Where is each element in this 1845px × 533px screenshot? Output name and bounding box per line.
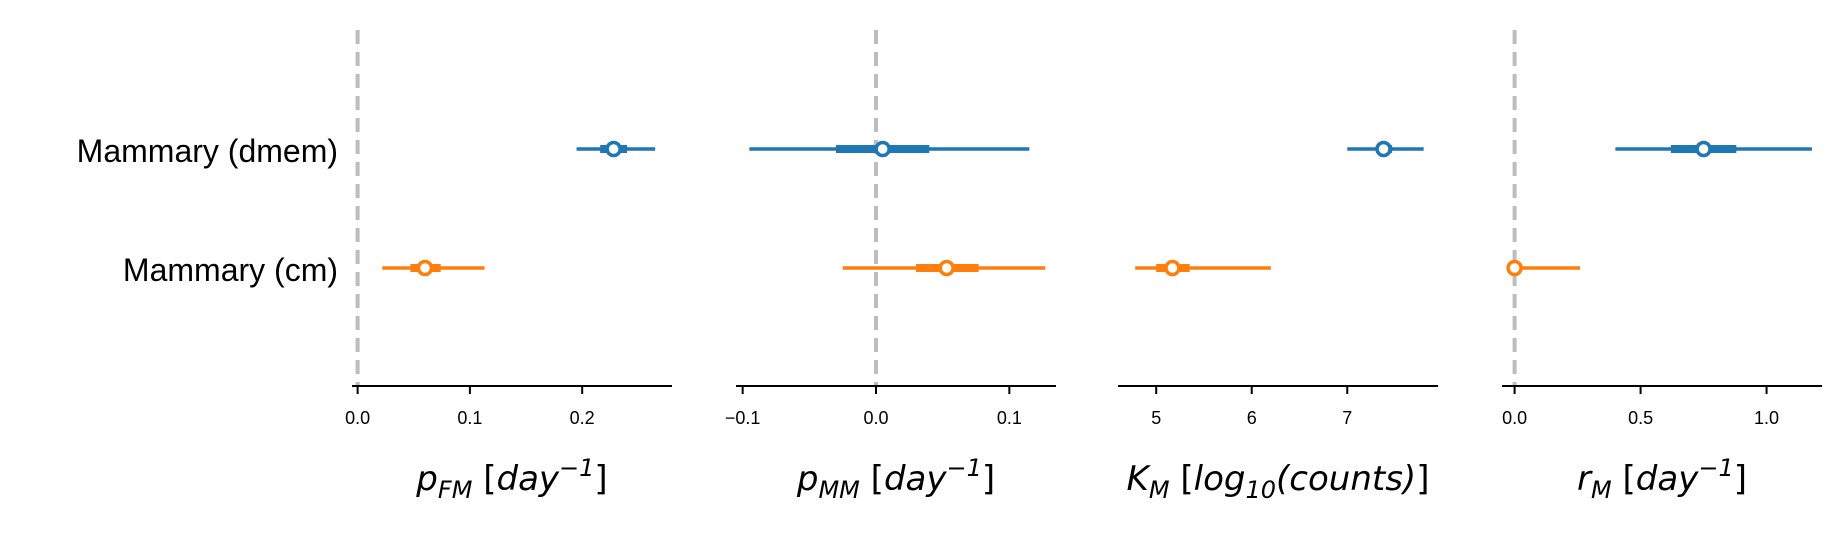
- x-axis-label: pFM [day−1]: [415, 454, 607, 504]
- median-point-dmem: [1375, 140, 1392, 158]
- x-tick-label: 0.0: [345, 408, 370, 428]
- median-point-cm: [416, 259, 434, 277]
- median-point-cm: [1506, 259, 1523, 277]
- panel-4: 0.0 0.5 1.0 rM [day−1]: [1502, 30, 1822, 504]
- panel-3: 5 6 7 KM [log10(counts)]: [1118, 140, 1438, 504]
- x-tick-label: 0.5: [1628, 408, 1653, 428]
- median-point-dmem: [874, 140, 891, 158]
- x-axis-label: KM [log10(counts)]: [1127, 459, 1430, 504]
- category-label-dmem: Mammary (dmem): [77, 133, 338, 169]
- x-tick-label: 7: [1342, 408, 1352, 428]
- median-point-dmem: [605, 140, 622, 158]
- panel-2: −0.1 0.0 0.1 pMM [day−1]: [725, 30, 1056, 504]
- x-axis-label: rM [day−1]: [1577, 454, 1747, 504]
- x-tick-label: 0.0: [863, 408, 888, 428]
- x-tick-label: −0.1: [725, 408, 761, 428]
- x-tick-label: 0.2: [570, 408, 595, 428]
- median-point-cm: [1164, 259, 1181, 277]
- x-tick-label: 6: [1247, 408, 1257, 428]
- panel-1: 0.0 0.1 0.2 pFM [day−1]: [345, 30, 672, 504]
- median-point-cm: [938, 259, 955, 277]
- x-tick-label: 0.1: [457, 408, 482, 428]
- x-axis-label: pMM [day−1]: [796, 454, 995, 504]
- category-label-cm: Mammary (cm): [123, 252, 338, 288]
- panels-group: 0.0 0.1 0.2 pFM [day−1] −0.1 0.0 0.1 pMM [day−1…: [345, 30, 1822, 504]
- x-tick-label: 0.0: [1502, 408, 1527, 428]
- x-tick-label: 0.1: [997, 408, 1022, 428]
- x-tick-label: 5: [1151, 408, 1161, 428]
- median-point-dmem: [1695, 140, 1712, 158]
- x-tick-label: 1.0: [1754, 408, 1779, 428]
